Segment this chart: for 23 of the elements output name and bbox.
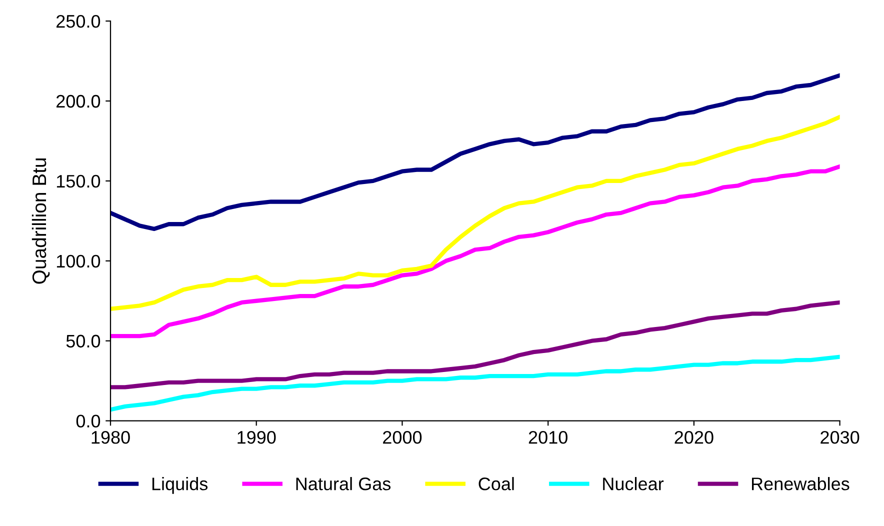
- legend-label: Coal: [478, 477, 514, 490]
- line-series: [110, 300, 840, 390]
- x-tick-label: 2020: [674, 431, 714, 444]
- x-tick-label: 1980: [92, 431, 130, 444]
- x-tick-label: 1990: [238, 431, 276, 444]
- line-series: [110, 114, 840, 311]
- y-tick-label: 100.0: [56, 254, 100, 268]
- legend-label: Liquids: [152, 477, 208, 494]
- line-series: [110, 354, 840, 412]
- legend-label: Nuclear: [603, 477, 664, 490]
- y-axis-title: Quadrillion Btu: [32, 158, 50, 284]
- y-tick-label: 50.0: [66, 334, 100, 348]
- line-series: [110, 164, 840, 338]
- x-tick-label: 2030: [820, 431, 860, 444]
- x-tick-label: 2000: [383, 431, 422, 444]
- legend-label: Natural Gas: [296, 477, 391, 490]
- y-tick-label: 200.0: [56, 94, 100, 108]
- y-tick-label: 150.0: [56, 174, 100, 188]
- x-tick-label: 2010: [528, 431, 568, 444]
- y-tick-label: 250.0: [56, 14, 100, 28]
- y-tick-label: 0.0: [76, 414, 100, 428]
- legend-label: Renewables: [752, 477, 850, 490]
- line-series: [110, 73, 840, 231]
